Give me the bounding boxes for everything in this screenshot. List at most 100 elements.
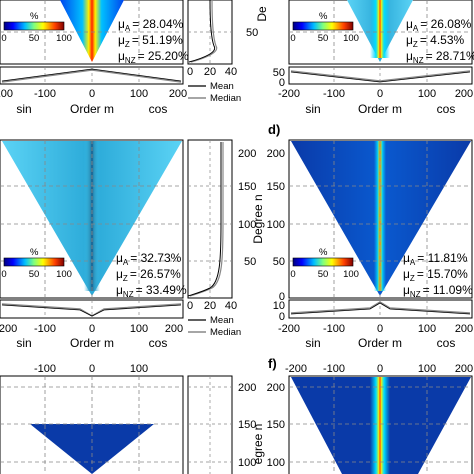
panel-c-stats: μA = 32.73% μZ = 26.57% μNZ = 33.49% (116, 251, 187, 299)
panel-a-order-axis: -200 -100 0 100 200 sin Order m cos (0, 88, 187, 116)
panel-d-degree-axis: 200 150 100 50 0 Degree n (251, 148, 285, 303)
profile-tick: 20 (204, 66, 216, 78)
order-tick: 200 (455, 363, 473, 375)
strip-median-line (290, 301, 471, 314)
panel-b-map: % 0 50 100 μA = 26.08% μZ = 4.53% μNZ = 28.… (288, 0, 474, 65)
panel-f-ridge (370, 377, 390, 474)
stat-line: μNZ = 33.49% (116, 283, 187, 299)
colorbar (292, 21, 354, 31)
cos-label: cos (149, 102, 168, 116)
panel-a-fan (60, 0, 124, 62)
panel-c-profile: 0 20 40 Mean Median (187, 139, 241, 338)
colorbar (292, 257, 354, 267)
colorbar-tick: 100 (343, 33, 359, 44)
panel-c-degree-axis: 200 150 100 50 (238, 148, 256, 268)
profile-mean-line (187, 142, 222, 297)
order-tick: 200 (455, 88, 473, 100)
order-tick: -100 (34, 363, 56, 375)
panel-c-map: % 0 50 100 μA = 32.73% μZ = 26.57% μNZ = 33… (0, 139, 187, 299)
degree-tick: 50 (246, 27, 258, 39)
degree-tick: 100 (267, 457, 285, 469)
degree-tick: 50 (273, 256, 285, 268)
order-tick: 100 (130, 323, 148, 335)
colorbar-unit: % (319, 11, 328, 22)
stat-line: μNZ = 11.09% (403, 283, 473, 299)
strip-frame (0, 299, 184, 319)
cos-label: cos (437, 102, 456, 116)
order-tick: -200 (0, 88, 13, 100)
order-tick: 100 (418, 88, 436, 100)
order-tick: 0 (89, 323, 95, 335)
order-axis-label: Order m (70, 102, 114, 116)
sin-label: sin (305, 336, 320, 350)
order-axis-label: Order m (70, 336, 114, 350)
sin-label: sin (305, 102, 320, 116)
strip-mean-line (1, 304, 182, 317)
strip-mean-line (1, 68, 182, 82)
panel-d-label: d) (268, 122, 280, 137)
panel-e-degree-axis: 200 150 100 (238, 382, 256, 469)
strip-median-line (290, 70, 471, 82)
degree-tick: 0 (279, 291, 285, 303)
stat-line: μA = 32.73% (116, 251, 182, 267)
order-tick: -100 (34, 88, 56, 100)
profile-tick: 40 (225, 66, 237, 78)
profile-tick: 0 (187, 300, 193, 312)
colorbar-tick: 50 (318, 269, 329, 280)
panel-a-map: % 0 50 100 μA = 28.04% μZ = 51.19% μNZ = 25… (0, 0, 189, 65)
colorbar-tick: 50 (318, 33, 329, 44)
order-tick: 100 (418, 323, 436, 335)
degree-axis-label: Degree n (251, 194, 265, 243)
colorbar-tick: 0 (290, 269, 295, 280)
degree-tick: 150 (267, 419, 285, 431)
degree-tick: 200 (238, 148, 256, 160)
profile-tick: 0 (187, 66, 193, 78)
strip-median-line (1, 69, 182, 83)
colorbar-unit: % (319, 247, 328, 258)
cos-label: cos (437, 336, 456, 350)
panel-d-strip: 0 10 (273, 299, 473, 323)
order-tick: 100 (418, 363, 436, 375)
colorbar-tick: 100 (343, 269, 359, 280)
colorbar (3, 257, 65, 267)
panel-f-map (288, 375, 473, 474)
panel-f-degree-axis: 200 150 100 egree n (251, 382, 285, 469)
legend-mean-label: Mean (210, 315, 234, 326)
panel-b-stats: μA = 26.08% μZ = 4.53% μNZ = 28.71% (406, 17, 474, 65)
cos-label: cos (149, 336, 168, 350)
order-tick: -100 (323, 88, 345, 100)
panel-a-profile: 0 20 40 Mean Median (187, 0, 241, 104)
stat-line: μZ = 15.70% (403, 267, 468, 283)
legend-mean-label: Mean (210, 81, 234, 92)
strip-tick: 50 (273, 67, 285, 79)
degree-axis-label: De (255, 6, 269, 22)
panel-d-ridge (374, 141, 386, 291)
order-tick: 0 (89, 363, 95, 375)
panel-d-stats: μA = 11.81% μZ = 15.70% μNZ = 11.09% (403, 251, 473, 299)
strip-tick: 0 (279, 77, 285, 89)
order-tick: 0 (377, 323, 383, 335)
strip-mean-line (290, 302, 471, 315)
panel-a-strip (0, 66, 184, 85)
panel-f-label: f) (268, 356, 277, 371)
stat-line: μA = 26.08% (406, 17, 472, 33)
panel-b-strip: 0 50 (273, 66, 473, 89)
degree-tick: 200 (267, 148, 285, 160)
degree-tick: 150 (267, 181, 285, 193)
stat-line: μZ = 51.19% (118, 33, 183, 49)
strip-frame (0, 66, 184, 85)
strip-frame (288, 66, 473, 85)
colorbar-tick: 50 (29, 269, 40, 280)
degree-tick: 200 (238, 382, 256, 394)
degree-tick: 100 (267, 219, 285, 231)
degree-tick: 150 (238, 181, 256, 193)
order-tick: 200 (169, 88, 187, 100)
order-tick: 0 (89, 88, 95, 100)
strip-tick: 10 (273, 300, 285, 312)
panel-d-order-axis: -200 -100 0 100 200 sin Order m cos (278, 323, 473, 350)
panel-e-order-axis: -100 0 100 (34, 363, 148, 375)
stat-line: μZ = 4.53% (406, 33, 465, 49)
stat-line: μNZ = 25.20% (118, 49, 189, 65)
profile-mean-line (188, 0, 216, 63)
panel-b-order-axis: -200 -100 0 100 200 sin Order m cos (278, 88, 473, 116)
